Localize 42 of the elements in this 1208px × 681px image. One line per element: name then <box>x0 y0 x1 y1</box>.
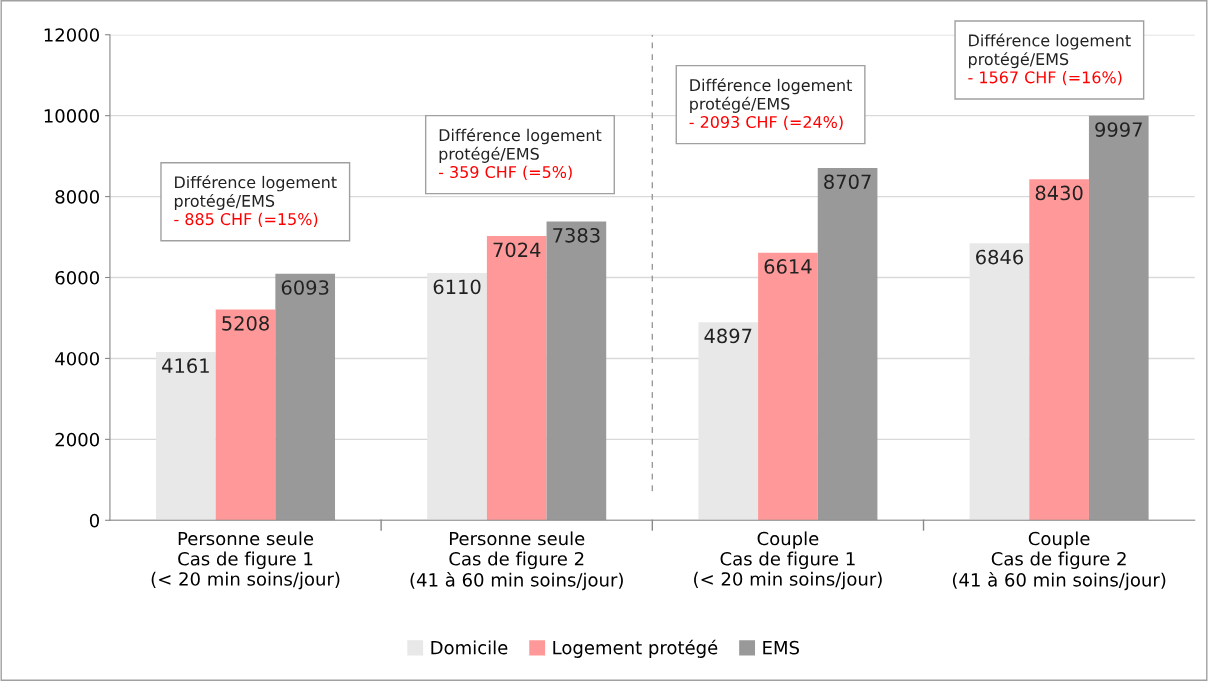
y-tick-label: 10000 <box>44 109 100 123</box>
bar <box>1029 179 1089 521</box>
bar <box>215 309 276 521</box>
data-label: 5208 <box>222 315 269 331</box>
y-tick-label: 6000 <box>55 270 100 285</box>
y-tick-label: 12000 <box>44 28 100 42</box>
annotation: Différence logement protégé/EMS - 359 CHF (=5%) <box>438 128 602 180</box>
bar <box>969 243 1030 521</box>
bar <box>156 351 216 521</box>
y-tick-label: 8000 <box>55 190 100 204</box>
data-label: 9997 <box>1095 122 1142 137</box>
bar <box>486 236 547 521</box>
annotation: Différence logement protégé/EMS - 1567 CHF (=16%) <box>968 33 1131 86</box>
bar <box>758 252 818 521</box>
x-tick-label: Couple Cas de figure 1 (< 20 min soins/jour) <box>694 531 882 590</box>
data-label: 6093 <box>281 280 329 295</box>
legend-label: Logement protégé <box>553 639 718 658</box>
data-label: 6846 <box>976 249 1023 265</box>
bar <box>427 273 487 521</box>
y-tick-label: 4000 <box>55 351 100 366</box>
x-tick-label: Personne seule Cas de figure 2 (41 à 60 min soins/jour) <box>410 531 623 591</box>
y-tick-label: 2000 <box>55 432 100 447</box>
bar <box>817 167 878 521</box>
bar <box>546 221 607 521</box>
data-label: 8707 <box>824 174 871 190</box>
data-label: 8430 <box>1035 185 1083 201</box>
x-tick-label: Personne seule Cas de figure 1 (< 20 min soins/jour) <box>151 531 340 590</box>
data-label: 6110 <box>433 279 481 295</box>
annotation: Différence logement protégé/EMS - 2093 CHF (=24%) <box>689 78 852 130</box>
legend-label: Domicile <box>431 640 508 655</box>
annotation: Différence logement protégé/EMS - 885 CHF (=15%) <box>174 175 337 228</box>
data-label: 7024 <box>493 242 541 258</box>
data-label: 7383 <box>553 227 600 243</box>
bar <box>1088 115 1149 521</box>
data-label: 4897 <box>704 328 752 344</box>
legend-label: EMS <box>763 640 799 655</box>
bar <box>275 273 336 521</box>
data-label: 6614 <box>764 259 812 274</box>
bar <box>698 322 759 521</box>
y-tick-label: 0 <box>89 513 100 528</box>
data-label: 4161 <box>162 358 209 374</box>
x-tick-label: Couple Cas de figure 2 (41 à 60 min soins/jour) <box>952 531 1166 591</box>
